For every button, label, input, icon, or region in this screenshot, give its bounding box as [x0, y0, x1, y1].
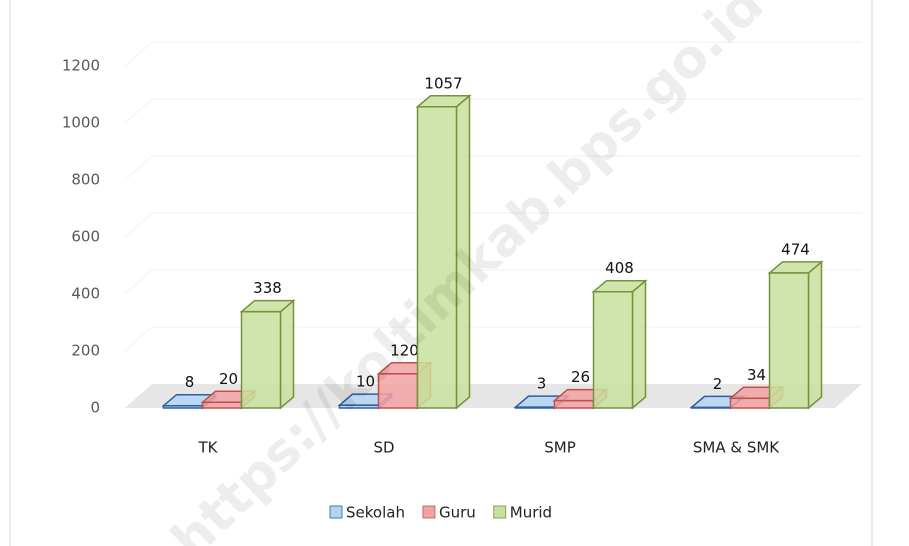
- bar-top: [415, 95, 472, 108]
- value-label: 120: [390, 341, 419, 359]
- floor: [125, 384, 862, 408]
- grid-line-side: [124, 269, 153, 295]
- value-label: 20: [219, 370, 238, 388]
- bar-side: [279, 299, 295, 410]
- bar: [201, 401, 243, 409]
- value-label: 408: [605, 259, 634, 277]
- y-tick-label: 0: [90, 399, 100, 417]
- grid-line-side: [124, 98, 153, 124]
- y-tick-label: 800: [71, 171, 100, 189]
- y-tick-label: 200: [71, 342, 100, 360]
- value-label: 1057: [424, 74, 462, 92]
- value-label: 10: [356, 373, 375, 391]
- x-tick-label: SMA & SMK: [693, 439, 780, 457]
- value-label: 26: [571, 368, 590, 386]
- value-label: 2: [713, 375, 723, 393]
- bar: [416, 106, 458, 409]
- value-label: 8: [185, 373, 195, 391]
- bar: [240, 310, 282, 409]
- legend-swatch: [422, 505, 436, 519]
- bar-side: [631, 279, 647, 410]
- value-label: 338: [253, 279, 282, 297]
- legend-label: Sekolah: [346, 504, 405, 522]
- legend-swatch: [493, 505, 507, 519]
- grid-line-side: [124, 326, 153, 352]
- grid-line-side: [124, 41, 153, 67]
- bar-top: [591, 279, 648, 293]
- legend-label: Murid: [510, 504, 552, 522]
- y-tick-label: 400: [71, 285, 100, 303]
- bar-side: [807, 260, 823, 410]
- bar: [553, 399, 595, 409]
- bar-top: [239, 299, 296, 313]
- bar: [768, 272, 810, 409]
- grid-line-side: [124, 155, 153, 181]
- x-tick-label: SMP: [544, 439, 576, 457]
- x-tick-label: TK: [198, 439, 219, 457]
- bar: [592, 290, 634, 409]
- value-label: 474: [781, 240, 810, 258]
- y-tick-label: 600: [71, 228, 100, 246]
- bar: [729, 397, 771, 409]
- value-label: 34: [747, 366, 766, 384]
- y-tick-label: 1000: [62, 114, 100, 132]
- x-tick-label: SD: [373, 439, 394, 457]
- y-tick-label: 1200: [62, 57, 100, 75]
- legend-swatch: [329, 505, 343, 519]
- bar-top: [767, 261, 824, 274]
- legend-label: Guru: [439, 504, 476, 522]
- grid-line-side: [124, 212, 153, 238]
- value-label: 3: [537, 375, 547, 393]
